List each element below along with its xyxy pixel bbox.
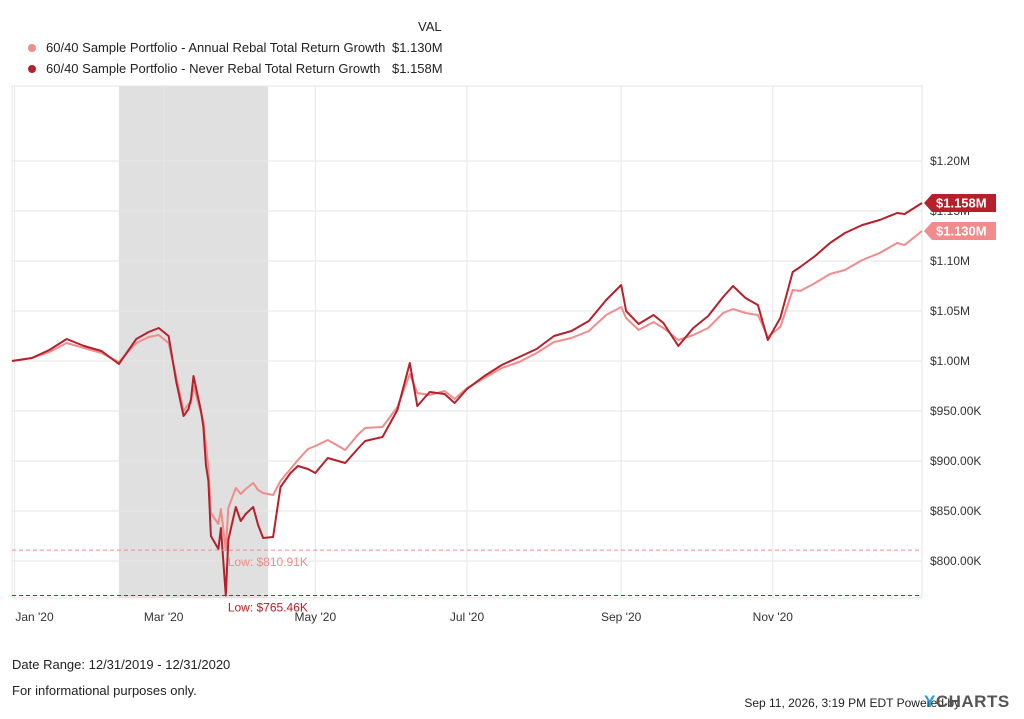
x-tick-label: Mar '20 — [144, 610, 184, 624]
logo-text: CHARTS — [935, 692, 1010, 711]
y-tick-label: $1.00M — [930, 354, 970, 368]
legend-item-value: $1.130M — [392, 40, 443, 55]
legend-item-value: $1.158M — [392, 61, 443, 76]
low-value-label: Low: $765.46K — [228, 601, 308, 615]
x-tick-label: May '20 — [295, 610, 337, 624]
y-tick-label: $1.05M — [930, 304, 970, 318]
x-tick-label: Nov '20 — [753, 610, 794, 624]
chart-legend: VAL 60/40 Sample Portfolio - Annual Reba… — [0, 0, 460, 80]
line-chart[interactable]: $800.00K $850.00K $900.00K $950.00K $1.00M $1… — [0, 80, 1024, 625]
timestamp-text: Sep 11, 2026, 3:19 PM EDT Powered by — [744, 696, 960, 710]
plot-frame — [11, 85, 923, 599]
y-tick-label: $950.00K — [930, 404, 981, 418]
x-tick-label: Jul '20 — [450, 610, 485, 624]
legend-marker-icon — [28, 65, 36, 73]
end-value-flag — [924, 222, 996, 240]
x-tick-label: Jan '20 — [15, 610, 54, 624]
y-tick-label: $1.20M — [930, 154, 970, 168]
legend-item-label: 60/40 Sample Portfolio - Never Rebal Tot… — [46, 61, 381, 76]
series-line-2 — [11, 202, 923, 597]
logo-y: Y — [924, 692, 936, 711]
x-tick-label: Sep '20 — [601, 610, 642, 624]
end-value-label: $1.158M — [936, 196, 987, 211]
disclaimer-text: For informational purposes only. — [12, 683, 197, 698]
legend-marker-icon — [28, 44, 36, 52]
legend-header: VAL — [418, 19, 442, 34]
end-value-label: $1.130M — [936, 224, 987, 239]
y-tick-label: $1.10M — [930, 254, 970, 268]
legend-item-label: 60/40 Sample Portfolio - Annual Rebal To… — [46, 40, 386, 55]
end-value-flag — [924, 194, 996, 212]
shaded-region — [118, 86, 269, 598]
low-value-label: Low: $810.91K — [228, 555, 308, 569]
date-range-text: Date Range: 12/31/2019 - 12/31/2020 — [12, 657, 231, 672]
y-tick-label: $850.00K — [930, 504, 981, 518]
y-tick-label: $800.00K — [930, 554, 981, 568]
ycharts-logo[interactable]: YCHARTS — [924, 692, 1010, 712]
y-tick-label: $900.00K — [930, 454, 981, 468]
